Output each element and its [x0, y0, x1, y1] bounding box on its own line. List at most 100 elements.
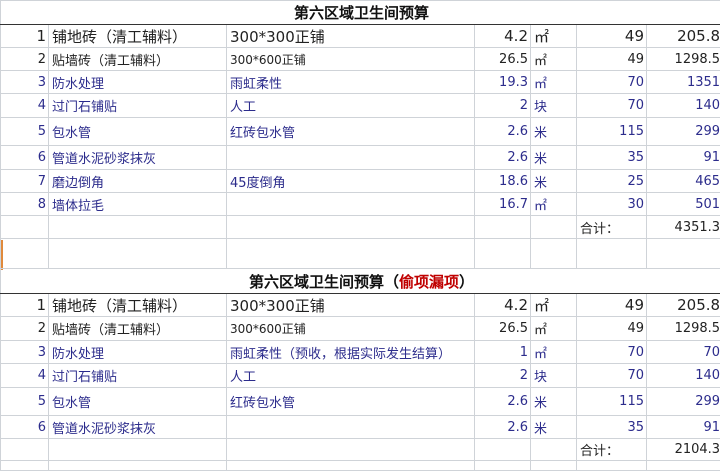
- cell-item[interactable]: 铺地砖（清工辅料）: [49, 294, 227, 317]
- sum-value[interactable]: 2104.3: [647, 439, 720, 461]
- cell-empty[interactable]: [647, 461, 720, 471]
- cell-empty[interactable]: [577, 239, 647, 269]
- cell-empty[interactable]: [647, 239, 720, 269]
- cell-price[interactable]: 70: [577, 341, 647, 364]
- cell-total[interactable]: 70: [647, 341, 720, 364]
- cell-no[interactable]: 2: [1, 317, 49, 341]
- cell-total[interactable]: 299: [647, 388, 720, 416]
- cell-price[interactable]: 49: [577, 294, 647, 317]
- cell-qty[interactable]: 2.6: [475, 118, 531, 146]
- cell-empty[interactable]: [49, 216, 227, 239]
- cell-empty[interactable]: [227, 216, 475, 239]
- cell-spec[interactable]: 红砖包水管: [227, 118, 475, 146]
- cell-price[interactable]: 35: [577, 416, 647, 439]
- cell-unit[interactable]: ㎡: [531, 48, 577, 71]
- cell-total[interactable]: 1298.5: [647, 317, 720, 341]
- cell-spec[interactable]: 雨虹柔性（预收，根据实际发生结算）: [227, 341, 475, 364]
- cell-price[interactable]: 49: [577, 25, 647, 48]
- cell-qty[interactable]: 2: [475, 94, 531, 118]
- cell-item[interactable]: 管道水泥砂浆抹灰: [49, 146, 227, 170]
- cell-unit[interactable]: 米: [531, 170, 577, 193]
- cell-item[interactable]: 贴墙砖（清工辅料）: [49, 317, 227, 341]
- cell-qty[interactable]: 2.6: [475, 416, 531, 439]
- cell-empty[interactable]: [531, 461, 577, 471]
- cell-unit[interactable]: ㎡: [531, 71, 577, 94]
- cell-unit[interactable]: 米: [531, 388, 577, 416]
- cell-spec[interactable]: 300*300正铺: [227, 294, 475, 317]
- cell-no[interactable]: 1: [1, 294, 49, 317]
- cell-total[interactable]: 205.8: [647, 294, 720, 317]
- cell-spec[interactable]: 红砖包水管: [227, 388, 475, 416]
- cell-price[interactable]: 70: [577, 94, 647, 118]
- cell-no[interactable]: 3: [1, 341, 49, 364]
- cell-qty[interactable]: 2.6: [475, 388, 531, 416]
- cell-item[interactable]: 铺地砖（清工辅料）: [49, 25, 227, 48]
- cell-no[interactable]: 4: [1, 364, 49, 388]
- cell-price[interactable]: 115: [577, 388, 647, 416]
- cell-unit[interactable]: 米: [531, 146, 577, 170]
- cell-empty[interactable]: [227, 239, 475, 269]
- cell-empty[interactable]: [49, 461, 227, 471]
- cell-empty[interactable]: [49, 239, 227, 269]
- cell-empty[interactable]: [531, 216, 577, 239]
- cell-qty[interactable]: 4.2: [475, 294, 531, 317]
- cell-total[interactable]: 140: [647, 364, 720, 388]
- cell-price[interactable]: 70: [577, 71, 647, 94]
- cell-no[interactable]: 2: [1, 48, 49, 71]
- cell-no[interactable]: 8: [1, 193, 49, 216]
- cell-qty[interactable]: 16.7: [475, 193, 531, 216]
- cell-total[interactable]: 205.8: [647, 25, 720, 48]
- cell-no[interactable]: 5: [1, 388, 49, 416]
- cell-price[interactable]: 115: [577, 118, 647, 146]
- cell-total[interactable]: 140: [647, 94, 720, 118]
- cell-empty[interactable]: [475, 461, 531, 471]
- cell-no[interactable]: 6: [1, 146, 49, 170]
- cell-spec[interactable]: 45度倒角: [227, 170, 475, 193]
- cell-empty[interactable]: [227, 439, 475, 461]
- cell-spec[interactable]: 300*600正铺: [227, 317, 475, 341]
- cell-no[interactable]: 3: [1, 71, 49, 94]
- cell-no[interactable]: 1: [1, 25, 49, 48]
- cell-no[interactable]: 6: [1, 416, 49, 439]
- cell-empty[interactable]: [531, 439, 577, 461]
- cell-total[interactable]: 465: [647, 170, 720, 193]
- cell-total[interactable]: 91: [647, 416, 720, 439]
- cell-qty[interactable]: 19.3: [475, 71, 531, 94]
- cell-spec[interactable]: [227, 416, 475, 439]
- cell-spec[interactable]: [227, 146, 475, 170]
- cell-item[interactable]: 过门石铺贴: [49, 94, 227, 118]
- cell-no[interactable]: 4: [1, 94, 49, 118]
- cell-empty[interactable]: [531, 239, 577, 269]
- cell-qty[interactable]: 26.5: [475, 48, 531, 71]
- cell-spec[interactable]: 人工: [227, 364, 475, 388]
- cell-item[interactable]: 包水管: [49, 388, 227, 416]
- cell-empty[interactable]: [475, 439, 531, 461]
- cell-unit[interactable]: ㎡: [531, 25, 577, 48]
- cell-price[interactable]: 49: [577, 317, 647, 341]
- cell-total[interactable]: 1298.5: [647, 48, 720, 71]
- cell-spec[interactable]: 300*300正铺: [227, 25, 475, 48]
- cell-qty[interactable]: 4.2: [475, 25, 531, 48]
- cell-unit[interactable]: ㎡: [531, 341, 577, 364]
- cell-price[interactable]: 35: [577, 146, 647, 170]
- cell-spec[interactable]: 人工: [227, 94, 475, 118]
- cell-unit[interactable]: 米: [531, 118, 577, 146]
- cell-empty[interactable]: [1, 239, 49, 269]
- cell-price[interactable]: 25: [577, 170, 647, 193]
- sum-label[interactable]: 合计：: [577, 216, 647, 239]
- cell-no[interactable]: 7: [1, 170, 49, 193]
- cell-empty[interactable]: [475, 239, 531, 269]
- cell-empty[interactable]: [1, 216, 49, 239]
- cell-qty[interactable]: 26.5: [475, 317, 531, 341]
- cell-spec[interactable]: 雨虹柔性: [227, 71, 475, 94]
- cell-qty[interactable]: 2.6: [475, 146, 531, 170]
- cell-price[interactable]: 70: [577, 364, 647, 388]
- cell-item[interactable]: 墙体拉毛: [49, 193, 227, 216]
- cell-unit[interactable]: 块: [531, 94, 577, 118]
- cell-empty[interactable]: [577, 461, 647, 471]
- cell-qty[interactable]: 2: [475, 364, 531, 388]
- cell-unit[interactable]: ㎡: [531, 193, 577, 216]
- cell-empty[interactable]: [1, 439, 49, 461]
- cell-total[interactable]: 1351: [647, 71, 720, 94]
- cell-unit[interactable]: 块: [531, 364, 577, 388]
